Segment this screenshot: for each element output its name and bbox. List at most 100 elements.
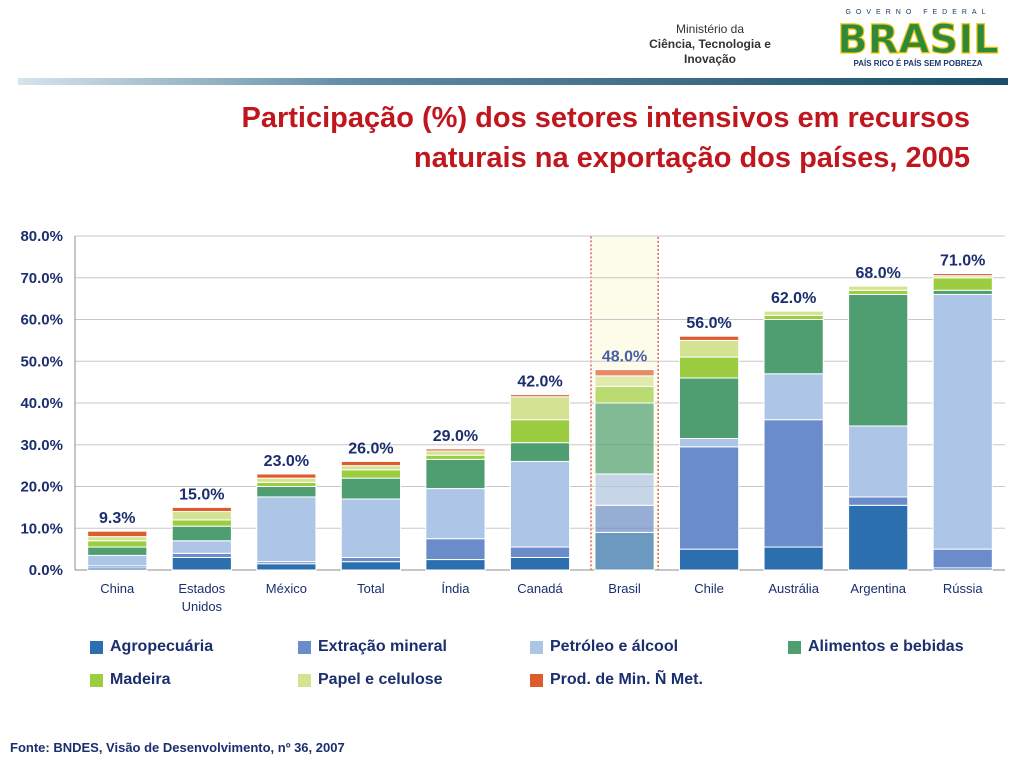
bar-segment <box>679 339 740 358</box>
y-tick-label: 10.0% <box>20 520 63 537</box>
x-tick-label: Chile <box>694 581 724 596</box>
bar-segment <box>932 293 993 550</box>
y-tick-label: 40.0% <box>20 395 63 412</box>
bar-segment <box>679 437 740 448</box>
legend-swatch <box>90 673 103 687</box>
x-tick-label: Argentina <box>850 581 906 596</box>
bar-segment <box>87 530 148 538</box>
y-tick-label: 60.0% <box>20 312 63 329</box>
x-tick-label: Estados <box>178 581 225 596</box>
bar-segment <box>171 556 232 571</box>
legend-label: Agropecuária <box>110 638 214 655</box>
legend-label: Papel e celulose <box>318 671 443 688</box>
bar-total-label: 56.0% <box>686 315 731 332</box>
y-tick-label: 80.0% <box>20 228 63 245</box>
y-tick-label: 0.0% <box>29 562 63 579</box>
source-note: Fonte: BNDES, Visão de Desenvolvimento, … <box>10 740 345 755</box>
bar-segment <box>171 525 232 542</box>
bar-total-label: 62.0% <box>771 290 816 307</box>
bar-segment <box>932 289 993 295</box>
stacked-bar-chart: 0.0% 10.0% 20.0% 30.0% 40.0% 50.0% 60.0% 70.0% 8… <box>20 228 1005 614</box>
title-line-2: naturais na exportação dos países, 2005 <box>413 142 970 174</box>
chart-legend: Agropecuária Extração mineral Petróleo e á… <box>0 638 1024 698</box>
legend-swatch <box>530 640 543 654</box>
legend-swatch <box>788 640 801 654</box>
bar-segment <box>679 548 740 571</box>
bar-total-label: 48.0% <box>602 349 647 366</box>
bar-segment <box>87 536 148 542</box>
bar-total-label: 42.0% <box>517 374 562 391</box>
brasil-text: BRASIL <box>837 17 998 63</box>
legend-item: Extração mineral <box>298 638 447 656</box>
legend-label: Petróleo e álcool <box>550 638 679 655</box>
bar-segment <box>594 385 655 404</box>
bar-total-label: 15.0% <box>179 486 224 503</box>
bar-total-label: 71.0% <box>940 253 985 270</box>
bar-total-label: 26.0% <box>348 440 393 457</box>
page-title: Participação (%) dos setores intensivos … <box>100 98 971 178</box>
x-tick-label: Total <box>357 581 385 596</box>
bar-segment <box>848 293 909 427</box>
bar-total-label: 9.3% <box>99 510 135 527</box>
bar-segment <box>848 425 909 498</box>
bar-segment <box>171 511 232 521</box>
bar-segment <box>171 519 232 527</box>
legend-swatch <box>530 673 543 687</box>
x-tick-label: Canadá <box>517 581 563 596</box>
bar-total-label: 68.0% <box>855 265 900 282</box>
brasil-gov-logo: GOVERNO FEDERAL BRASIL PAÍS RICO É PAÍS … <box>818 9 1018 68</box>
bar-segment <box>763 373 824 421</box>
legend-item: Madeira <box>90 671 170 689</box>
bar-segment <box>679 377 740 439</box>
bar-segment <box>594 531 655 571</box>
y-tick-label: 70.0% <box>20 270 63 287</box>
bar-segment <box>340 561 401 571</box>
legend-item: Agropecuária <box>90 638 213 656</box>
y-tick-label: 20.0% <box>20 479 63 496</box>
bar-segment <box>340 465 401 471</box>
bar-segment <box>594 473 655 506</box>
bar-segment <box>932 273 993 277</box>
bar-segment <box>848 285 909 291</box>
legend-item: Prod. de Min. Ñ Met. <box>530 671 703 689</box>
bar-segment <box>256 477 317 483</box>
bar-segment <box>509 546 571 558</box>
bar-segment <box>340 477 401 500</box>
bar-segment <box>679 356 740 379</box>
bar-segment <box>256 481 317 488</box>
ministry-logo: Ministério da Ciência, Tecnologia e Inov… <box>620 22 800 67</box>
legend-swatch <box>298 673 311 687</box>
bar-segment <box>763 419 824 548</box>
bar-segment <box>87 540 148 548</box>
bar-segment <box>256 496 317 563</box>
y-tick-label: 50.0% <box>20 353 63 370</box>
bar-segment <box>763 314 824 320</box>
bar-segment <box>848 289 909 295</box>
bar-segment <box>425 448 486 452</box>
bar-segment <box>425 454 486 460</box>
bar-segment <box>848 496 909 506</box>
bar-segment <box>848 504 909 571</box>
legend-swatch <box>90 640 103 654</box>
bar-segment <box>171 552 232 558</box>
bar-segment <box>509 419 571 444</box>
bar-segment <box>594 504 655 533</box>
legend-item: Alimentos e bebidas <box>788 638 964 656</box>
ministry-line-1: Ministério da <box>675 22 745 36</box>
bar-segment <box>87 546 148 556</box>
bar-segment <box>256 563 317 571</box>
bar-segment <box>509 394 571 398</box>
x-tick-label: México <box>266 581 307 596</box>
bar-segment <box>679 335 740 341</box>
bar-segment <box>509 556 571 571</box>
bar-segment <box>932 277 993 291</box>
bar-segment <box>594 375 655 387</box>
x-tick-label: Brasil <box>608 581 641 596</box>
bar-segment <box>256 486 317 498</box>
bar-segment <box>425 538 486 561</box>
legend-item: Petróleo e álcool <box>530 638 678 656</box>
header-divider <box>18 78 1008 85</box>
x-tick-label: Rússia <box>943 581 984 596</box>
bar-segment <box>594 369 655 377</box>
slogan-text: PAÍS RICO É PAÍS SEM POBREZA <box>853 59 982 68</box>
